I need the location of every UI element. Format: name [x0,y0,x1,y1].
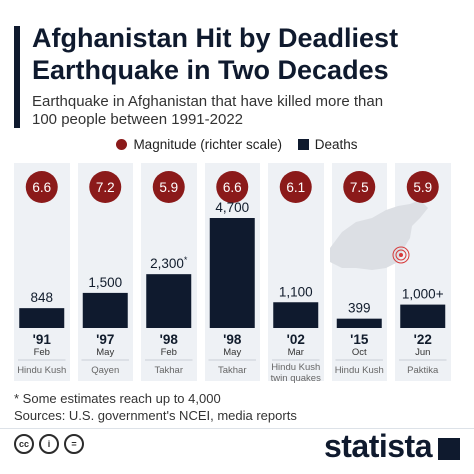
year-tick-label: '98 [223,332,242,347]
magnitude-circle [152,171,185,203]
location-label: Takhar [154,365,183,376]
statista-logo-text: statista [323,428,433,464]
chart-subtitle-line-2: 100 people between 1991-2022 [32,111,244,128]
legend-item-deaths: Deaths [297,137,358,152]
month-tick-label: Feb [34,347,50,358]
month-tick-label: Jun [415,347,430,358]
magnitude-circle [89,171,122,203]
afghanistan-map [330,200,428,270]
magnitude-legend-dot [116,139,128,150]
location-label: Takhar [218,365,247,376]
year-tick-label: '91 [33,332,52,347]
legend-label-deaths: Deaths [314,137,358,152]
month-tick-label: Oct [352,347,367,358]
location-label: Hindu Kush [335,365,384,376]
year-tick-label: '22 [414,332,432,347]
magnitude-label: 5.9 [159,180,178,195]
year-tick-label: '97 [96,332,114,347]
deaths-label: 399 [348,301,371,316]
month-tick-label: May [96,347,114,358]
magnitude-label: 6.6 [223,180,242,195]
deaths-label: 848 [30,290,53,305]
attribution-icon[interactable]: i [39,434,59,454]
deaths-label: 1,100 [279,284,313,299]
chart-title-line-1: Afghanistan Hit by Deadliest [32,23,399,53]
magnitude-label: 5.9 [413,180,432,195]
deaths-label-footnote-marker: * [184,255,188,265]
legend-item-magnitude: Magnitude (richter scale) [116,137,282,152]
chart-subtitle: Earthquake in Afghanistan that have kill… [32,93,383,129]
chart-legend: Magnitude (richter scale) Deaths [0,137,474,153]
magnitude-label: 7.2 [96,180,115,195]
deaths-label: 1,500 [88,275,122,290]
deaths-bar [273,302,319,328]
year-tick-label: '02 [287,332,305,347]
epicenter-ring [392,246,410,264]
location-label: twin quakes [271,373,321,384]
deaths-label: 1,000+ [402,287,444,302]
title-accent-bar [14,26,20,128]
magnitude-circle [279,171,312,203]
deaths-label: 4,700 [215,200,249,215]
month-tick-label: May [223,347,241,358]
deaths-label: 2,300* [150,255,188,271]
deaths-bar [146,274,192,328]
afghanistan-map-shape [330,200,428,270]
year-tick-label: '15 [350,332,369,347]
magnitude-circle [343,171,376,203]
location-label: Hindu Kush [271,362,320,373]
magnitude-circle [25,171,58,203]
magnitude-label: 6.1 [286,180,305,195]
deaths-bar [82,292,128,328]
deaths-bar [209,218,255,328]
footer-divider [0,428,474,429]
footnote-block: * Some estimates reach up to 4,000 Sourc… [14,390,297,424]
epicenter-dot [399,253,403,257]
chart-subtitle-line-1: Earthquake in Afghanistan that have kill… [32,93,384,110]
magnitude-label: 6.6 [32,180,51,195]
cc-license-icon[interactable]: cc [14,434,34,454]
year-tick-label: '98 [160,332,179,347]
deaths-bar [400,304,446,328]
legend-label-magnitude: Magnitude (richter scale) [133,137,282,152]
magnitude-label: 7.5 [350,180,369,195]
month-tick-label: Mar [288,347,304,358]
epicenter-ring [395,249,407,261]
footnote-text: * Some estimates reach up to 4,000 [14,391,221,406]
no-derivatives-icon[interactable]: = [64,434,84,454]
deaths-legend-square [297,139,309,150]
sources-text: Sources: U.S. government's NCEI, media r… [14,408,297,423]
statista-logo-mark [438,438,460,460]
location-label: Paktika [407,365,439,376]
deaths-bar [336,318,382,328]
deaths-bar [19,308,65,328]
location-label: Qayen [91,365,119,376]
chart-title-line-2: Earthquake in Two Decades [32,55,389,85]
month-tick-label: Feb [161,347,177,358]
magnitude-circle [406,171,439,203]
location-label: Hindu Kush [17,365,66,376]
chart-title: Afghanistan Hit by Deadliest Earthquake … [32,22,398,86]
magnitude-circle [216,171,249,203]
